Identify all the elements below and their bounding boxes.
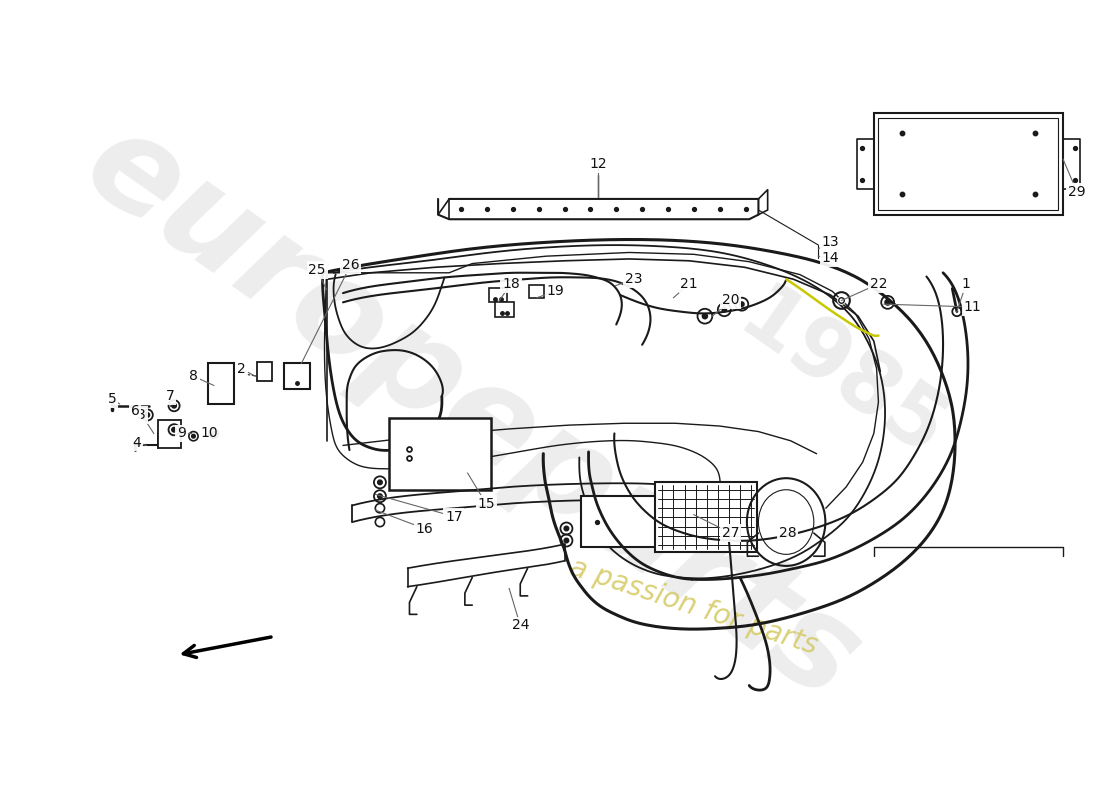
Bar bbox=[208, 363, 234, 404]
Text: 9: 9 bbox=[177, 426, 186, 441]
Text: 23: 23 bbox=[625, 272, 642, 286]
Text: 1: 1 bbox=[961, 277, 970, 291]
Text: europeparts: europeparts bbox=[62, 99, 883, 727]
Bar bbox=[495, 302, 514, 317]
Text: 16: 16 bbox=[416, 522, 433, 535]
Bar bbox=[257, 362, 272, 381]
Bar bbox=[581, 496, 683, 547]
Text: 14: 14 bbox=[822, 251, 839, 265]
Circle shape bbox=[172, 403, 176, 408]
Text: 10: 10 bbox=[200, 426, 218, 441]
Text: 13: 13 bbox=[822, 235, 839, 250]
Text: 12: 12 bbox=[588, 157, 606, 171]
Circle shape bbox=[838, 297, 845, 304]
Circle shape bbox=[191, 434, 196, 438]
Text: 4: 4 bbox=[133, 436, 142, 450]
Text: 6: 6 bbox=[131, 404, 140, 418]
Circle shape bbox=[212, 431, 216, 435]
Text: 29: 29 bbox=[1068, 185, 1086, 198]
Bar bbox=[873, 113, 1063, 214]
Circle shape bbox=[722, 307, 726, 312]
Circle shape bbox=[377, 494, 382, 498]
Bar bbox=[488, 287, 507, 302]
Text: 2: 2 bbox=[238, 362, 245, 376]
Circle shape bbox=[739, 302, 744, 306]
Text: 7: 7 bbox=[166, 390, 175, 403]
Text: 11: 11 bbox=[964, 300, 981, 314]
Circle shape bbox=[377, 480, 382, 485]
Text: 5: 5 bbox=[108, 392, 117, 406]
Circle shape bbox=[702, 314, 707, 318]
Bar bbox=[654, 482, 757, 551]
Text: 1985: 1985 bbox=[723, 277, 960, 476]
Circle shape bbox=[564, 538, 569, 543]
Circle shape bbox=[172, 427, 176, 432]
Text: 15: 15 bbox=[477, 497, 495, 510]
Text: 8: 8 bbox=[189, 369, 198, 383]
Text: 21: 21 bbox=[681, 277, 698, 291]
Text: 26: 26 bbox=[342, 258, 360, 273]
Text: 22: 22 bbox=[870, 277, 888, 291]
Bar bbox=[879, 118, 1058, 210]
Text: 17: 17 bbox=[446, 510, 463, 523]
Text: 25: 25 bbox=[308, 263, 326, 277]
Circle shape bbox=[564, 526, 569, 531]
Text: 20: 20 bbox=[722, 294, 739, 307]
Bar bbox=[284, 363, 310, 389]
Bar bbox=[529, 285, 544, 298]
Circle shape bbox=[145, 413, 150, 418]
Text: 28: 28 bbox=[779, 526, 796, 540]
Bar bbox=[158, 421, 182, 448]
Text: 27: 27 bbox=[722, 526, 739, 540]
Text: 19: 19 bbox=[547, 284, 564, 298]
Bar bbox=[389, 418, 491, 490]
Text: 18: 18 bbox=[502, 277, 520, 291]
Circle shape bbox=[884, 299, 890, 305]
Text: a passion for parts: a passion for parts bbox=[566, 554, 822, 660]
Text: 3: 3 bbox=[138, 408, 146, 422]
Text: 24: 24 bbox=[512, 618, 529, 633]
